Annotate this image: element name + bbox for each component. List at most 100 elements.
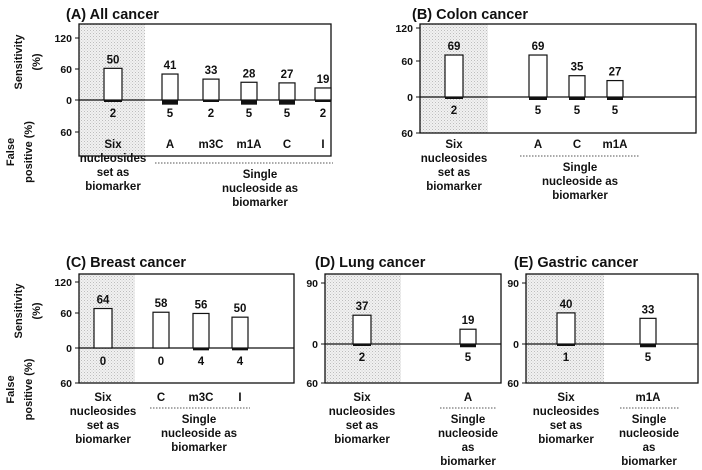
y-tick-label: 60 [401,128,413,140]
sensitivity-bar [202,78,220,101]
false-positive-bar [569,97,585,100]
six-nucleoside-label-line: set as [346,420,379,432]
y-tick-label: 90 [507,278,519,290]
y-tick-label: 120 [54,277,72,289]
sensitivity-bar [152,311,170,349]
false-positive-value-label: 2 [359,352,365,364]
y-tick-label: 60 [401,56,413,68]
six-nucleoside-label-line: nucleosides [329,406,395,418]
category-label: m1A [603,139,628,151]
false-positive-bar [193,348,209,351]
sensitivity-value-label: 19 [317,74,330,86]
six-nucleoside-label-line: Six [353,392,371,404]
y-axis-label-positive: positive (%) [23,358,35,420]
sensitivity-value-label: 64 [97,295,110,307]
sensitivity-value-label: 69 [532,41,545,53]
single-nucleoside-label-line: biomarker [621,456,677,468]
false-positive-bar [104,100,122,102]
six-nucleoside-label-line: Six [104,139,122,151]
false-positive-bar [529,97,547,100]
false-positive-value-label: 4 [198,356,205,368]
false-positive-value-label: 2 [451,105,457,117]
sensitivity-value-label: 58 [155,298,168,310]
single-nucleoside-label-line: Single [632,414,667,426]
false-positive-bar [445,97,463,99]
six-nucleoside-label-line: biomarker [75,434,131,446]
six-nucleoside-label-line: Six [557,392,575,404]
single-nucleoside-label-line: nucleoside [619,428,679,440]
six-nucleoside-label-line: set as [438,167,471,179]
sensitivity-bar [103,67,123,101]
y-tick-label: 0 [407,92,413,104]
chart-panel-4: (E) Gastric cancer 90 0 60 40 1 33 5 m1A Six nucle… [507,255,699,468]
sensitivity-bar [93,307,113,349]
sensitivity-value-label: 69 [448,41,461,53]
y-axis-label-positive: positive (%) [23,121,35,183]
category-label: A [534,139,542,151]
single-nucleoside-label-line: biomarker [552,190,608,202]
single-nucleoside-label-line: biomarker [171,442,227,454]
chart-panel-3: (D) Lung cancer 90 0 60 37 2 19 5 A Six nucleoside… [306,255,502,468]
six-nucleoside-label-line: Six [94,392,112,404]
false-positive-value-label: 5 [465,352,472,364]
false-positive-bar [557,344,575,346]
single-nucleoside-label-line: biomarker [440,456,496,468]
sensitivity-bar [444,54,464,98]
false-positive-bar [279,100,295,105]
six-nucleoside-label-line: nucleosides [80,153,146,165]
y-tick-label: 0 [513,339,519,351]
false-positive-bar [315,100,331,102]
y-tick-label: 120 [395,23,413,35]
false-positive-value-label: 5 [535,105,542,117]
y-tick-label: 60 [507,378,519,390]
sensitivity-value-label: 37 [356,301,369,313]
sensitivity-bar [606,79,624,98]
single-nucleoside-label-line: biomarker [232,197,288,209]
false-positive-bar [460,344,476,348]
single-nucleoside-label-line: as [462,442,475,454]
six-nucleoside-label-line: biomarker [334,434,390,446]
sensitivity-bar [556,312,576,345]
y-tick-label: 0 [312,339,318,351]
six-nucleoside-label-line: Six [445,139,463,151]
sensitivity-bar [459,328,477,345]
single-nucleoside-label-line: nucleoside as [542,176,618,188]
y-tick-label: 90 [306,278,318,290]
false-positive-value-label: 4 [237,356,244,368]
panel-frame [324,273,502,384]
false-positive-value-label: 0 [100,356,106,368]
panel-title: (C) Breast cancer [66,255,186,271]
six-nucleoside-label-line: nucleosides [533,406,599,418]
sensitivity-value-label: 41 [164,60,177,72]
false-positive-bar [232,348,248,351]
category-label: A [464,392,472,404]
false-positive-value-label: 5 [645,352,652,364]
single-nucleoside-label-line: Single [243,169,278,181]
sensitivity-value-label: 33 [642,304,655,316]
category-label: I [238,392,241,404]
false-positive-bar [203,100,219,102]
sensitivity-bar [278,82,296,101]
sensitivity-bar [231,316,249,349]
false-positive-value-label: 1 [563,352,570,364]
y-axis-label-false: False [5,138,17,166]
sensitivity-value-label: 27 [609,67,622,79]
panel-title: (D) Lung cancer [315,255,426,271]
chart-panel-2: (C) Breast cancer 120 60 0 60 Sensitivity (%) F… [5,255,295,454]
false-positive-bar [353,344,371,346]
false-positive-value-label: 5 [612,105,619,117]
six-nucleoside-label-line: biomarker [538,434,594,446]
y-tick-label: 60 [60,308,72,320]
sensitivity-value-label: 28 [243,68,256,80]
false-positive-value-label: 5 [574,105,581,117]
six-nucleoside-label-line: set as [87,420,120,432]
sensitivity-bar [192,312,210,349]
six-nucleoside-label-line: nucleosides [421,153,487,165]
sensitivity-value-label: 19 [462,315,475,327]
sensitivity-value-label: 33 [205,65,218,77]
category-label: A [166,139,174,151]
category-label: m3C [189,392,214,404]
sensitivity-value-label: 40 [560,299,573,311]
sensitivity-bar [528,54,548,98]
